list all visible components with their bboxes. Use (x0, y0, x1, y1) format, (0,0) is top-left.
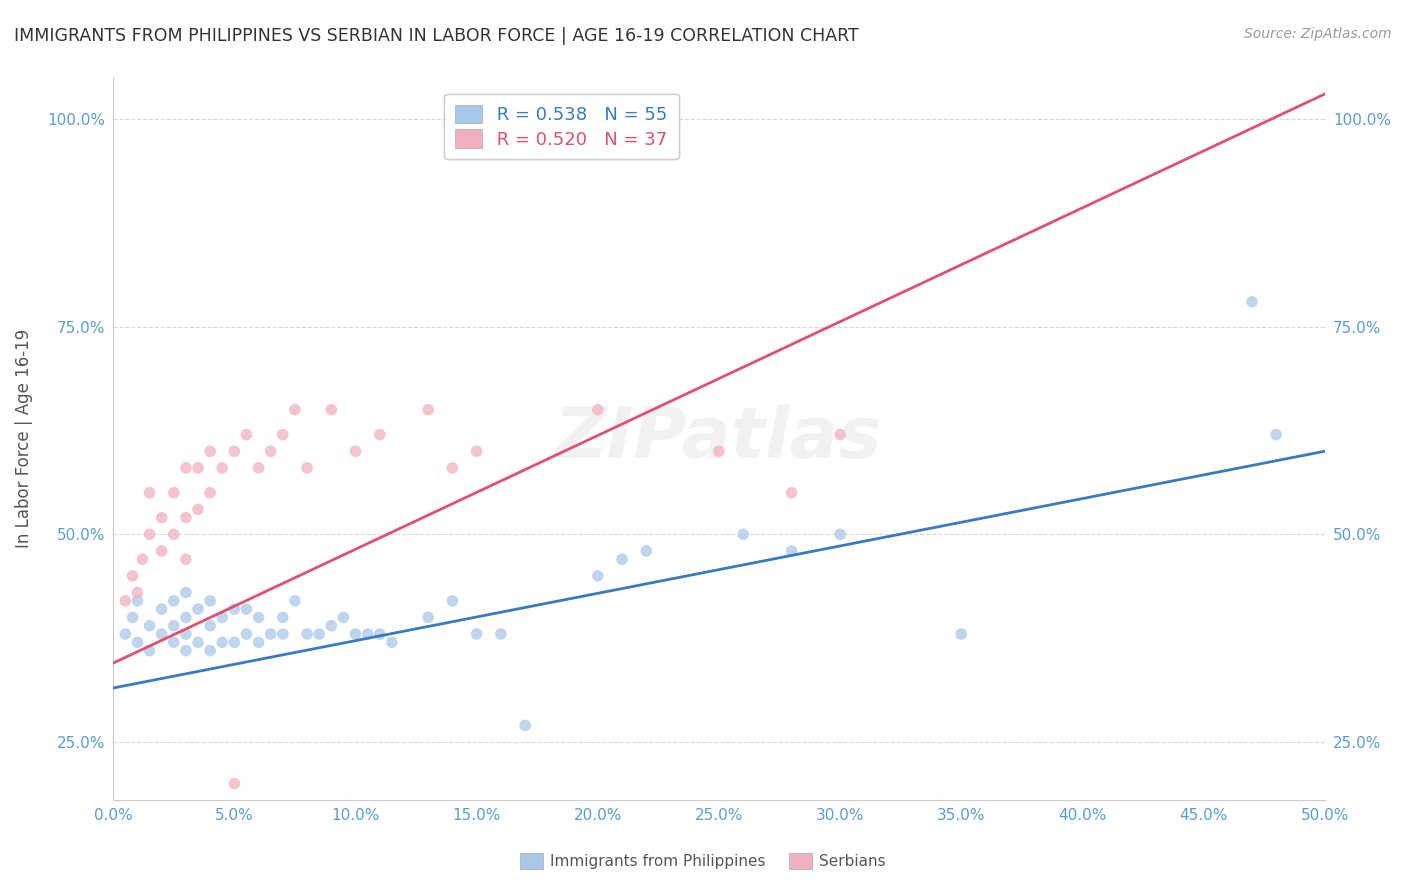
Legend:  R = 0.538   N = 55,  R = 0.520   N = 37: R = 0.538 N = 55, R = 0.520 N = 37 (444, 94, 679, 160)
Point (235, 602, 257, 616)
Point (187, 602, 209, 616)
Point (163, 635, 186, 649)
Point (198, 618, 221, 632)
Point (131, 552, 153, 566)
Point (465, 627, 488, 641)
Point (235, 427, 257, 442)
Text: Source: ZipAtlas.com: Source: ZipAtlas.com (1244, 27, 1392, 41)
Point (127, 585, 149, 599)
Point (121, 610, 143, 624)
Point (127, 635, 149, 649)
Point (368, 427, 391, 442)
Point (513, 718, 536, 732)
Point (780, 485, 803, 500)
Point (295, 461, 318, 475)
Point (271, 627, 294, 641)
Point (138, 485, 160, 500)
Point (235, 627, 257, 641)
Point (163, 527, 186, 541)
Point (332, 610, 354, 624)
Point (586, 402, 609, 417)
Point (163, 594, 186, 608)
Y-axis label: In Labor Force | Age 16-19: In Labor Force | Age 16-19 (15, 329, 32, 549)
Legend: Immigrants from Philippines, Serbians: Immigrants from Philippines, Serbians (513, 847, 893, 875)
Point (441, 461, 464, 475)
Point (344, 627, 367, 641)
Point (127, 594, 149, 608)
Point (489, 627, 512, 641)
Point (368, 627, 391, 641)
Point (418, 610, 440, 624)
Point (138, 618, 160, 632)
Point (198, 643, 221, 657)
Point (284, 402, 307, 417)
Point (163, 485, 186, 500)
Point (211, 610, 233, 624)
Point (441, 594, 464, 608)
Point (174, 585, 197, 599)
Point (174, 510, 197, 524)
Point (1240, 294, 1263, 309)
Text: ZIPatlas: ZIPatlas (555, 404, 883, 474)
Point (780, 544, 803, 558)
Point (114, 627, 136, 641)
Point (950, 627, 973, 641)
Point (224, 776, 246, 790)
Point (187, 461, 209, 475)
Point (1265, 427, 1288, 442)
Point (247, 461, 270, 475)
Point (224, 602, 246, 616)
Point (465, 444, 488, 458)
Point (271, 610, 294, 624)
Point (356, 627, 378, 641)
Point (150, 627, 173, 641)
Point (321, 618, 343, 632)
Point (174, 643, 197, 657)
Point (150, 510, 173, 524)
Point (260, 627, 283, 641)
Point (321, 402, 343, 417)
Point (198, 444, 221, 458)
Point (381, 635, 404, 649)
Point (150, 544, 173, 558)
Point (247, 635, 270, 649)
Point (586, 569, 609, 583)
Point (284, 594, 307, 608)
Point (224, 635, 246, 649)
Point (211, 461, 233, 475)
Point (271, 427, 294, 442)
Point (138, 527, 160, 541)
Point (174, 610, 197, 624)
Point (121, 569, 143, 583)
Point (683, 818, 706, 832)
Point (198, 594, 221, 608)
Point (163, 618, 186, 632)
Point (707, 444, 730, 458)
Point (198, 485, 221, 500)
Point (150, 602, 173, 616)
Point (733, 527, 755, 541)
Point (174, 461, 197, 475)
Point (114, 594, 136, 608)
Point (344, 444, 367, 458)
Point (610, 552, 633, 566)
Point (211, 635, 233, 649)
Point (174, 627, 197, 641)
Point (308, 627, 330, 641)
Point (224, 444, 246, 458)
Point (174, 552, 197, 566)
Text: IMMIGRANTS FROM PHILIPPINES VS SERBIAN IN LABOR FORCE | AGE 16-19 CORRELATION CH: IMMIGRANTS FROM PHILIPPINES VS SERBIAN I… (14, 27, 859, 45)
Point (418, 402, 440, 417)
Point (830, 527, 852, 541)
Point (187, 635, 209, 649)
Point (830, 427, 852, 442)
Point (260, 444, 283, 458)
Point (247, 610, 270, 624)
Point (636, 544, 658, 558)
Point (187, 502, 209, 516)
Point (138, 643, 160, 657)
Point (295, 627, 318, 641)
